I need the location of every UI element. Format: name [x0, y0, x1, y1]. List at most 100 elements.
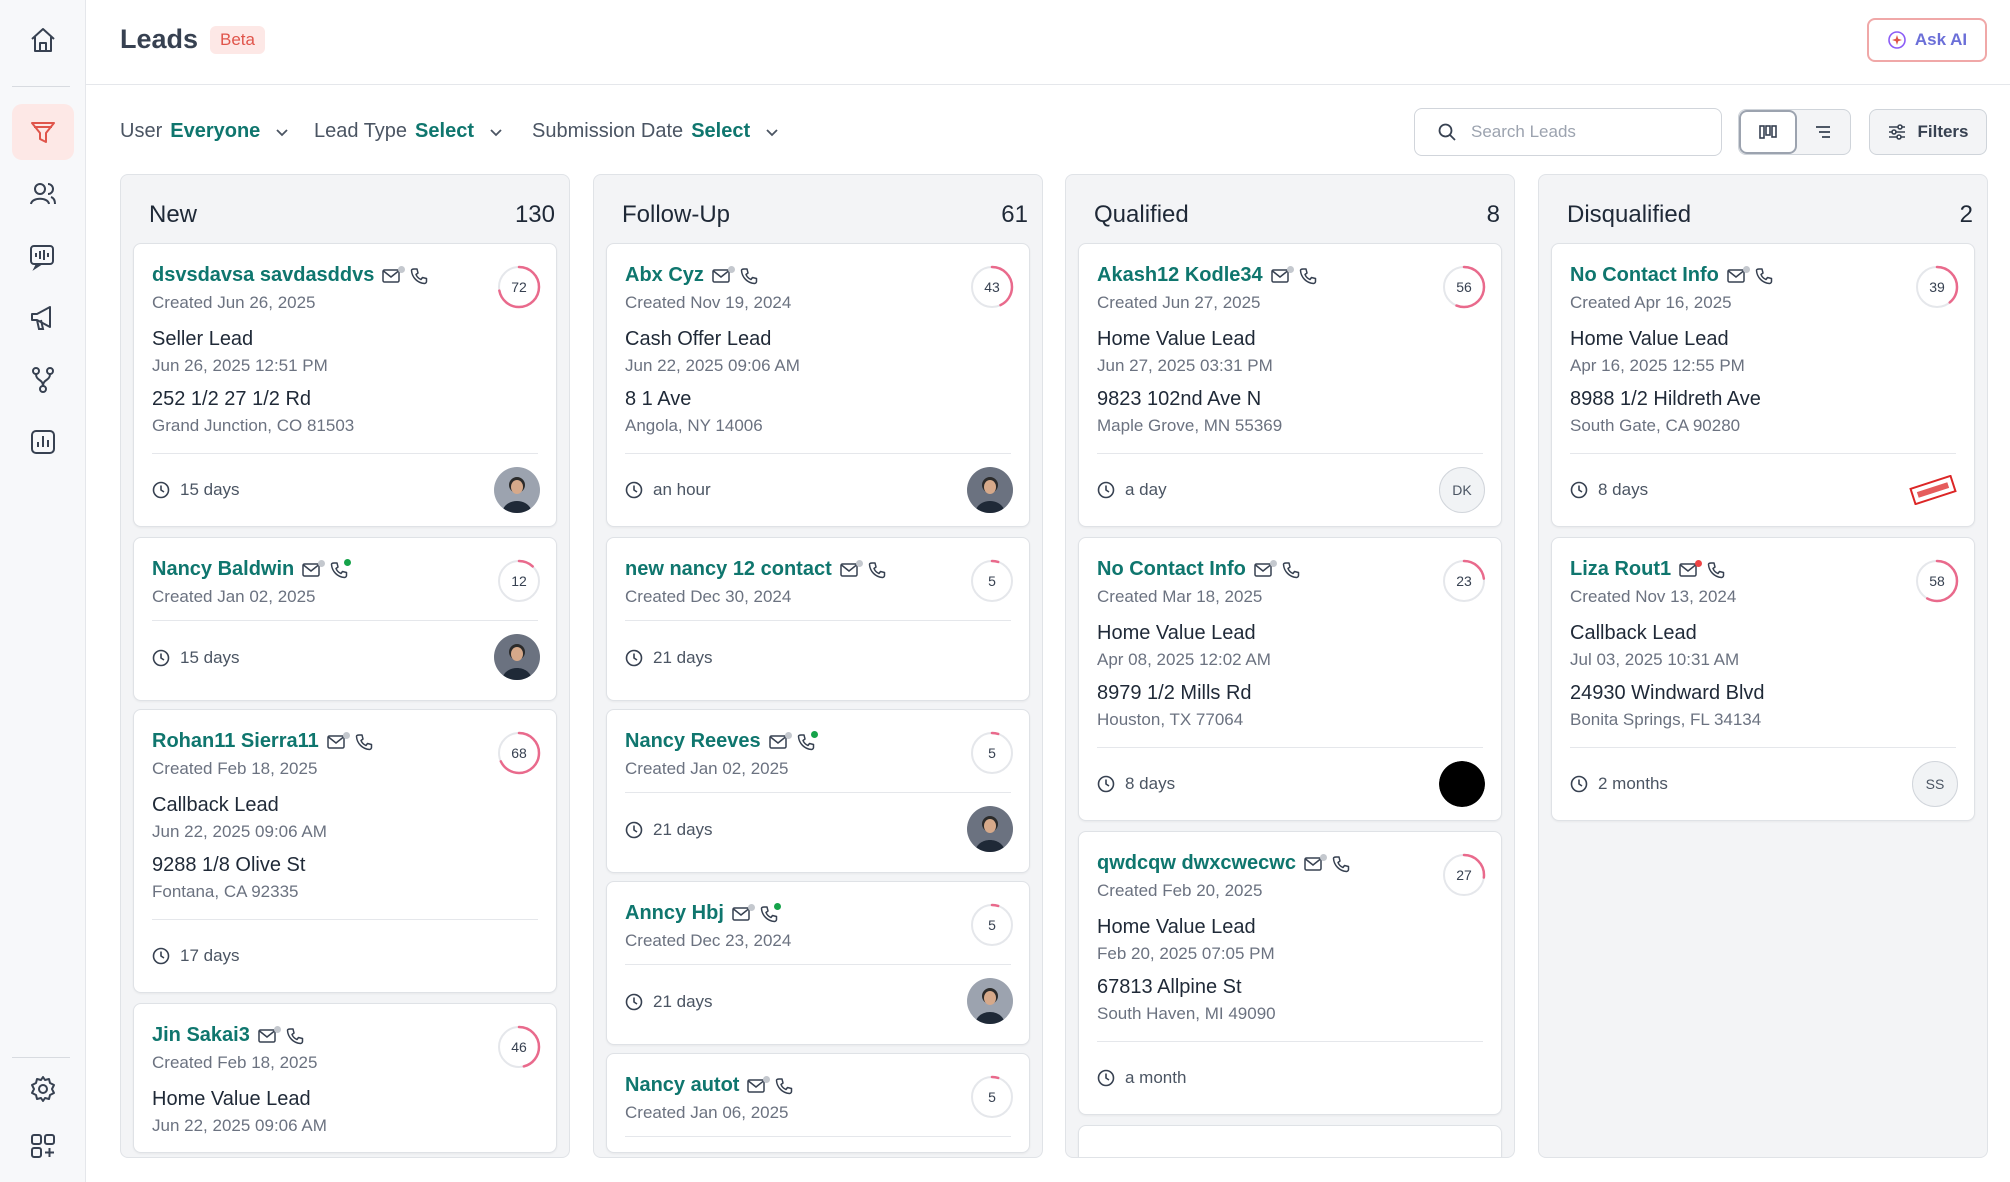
phone-icon[interactable] — [760, 902, 781, 923]
email-icon[interactable] — [1727, 265, 1750, 284]
board-view-button[interactable] — [1739, 110, 1797, 154]
email-icon[interactable] — [768, 731, 792, 750]
assignee-avatar[interactable] — [967, 467, 1013, 513]
phone-icon[interactable] — [868, 561, 886, 579]
lead-name[interactable]: Akash12 Kodle34 — [1097, 264, 1263, 286]
lead-card[interactable]: Abx Cyz Created Nov 19, 2024 43 Cash Offer … — [606, 243, 1030, 527]
email-icon[interactable] — [732, 903, 755, 922]
email-icon[interactable] — [840, 559, 863, 578]
email-icon[interactable] — [712, 265, 735, 284]
lead-card[interactable]: No Contact Info Created Apr 16, 2025 39 Hom… — [1551, 243, 1975, 527]
list-view-button[interactable] — [1797, 110, 1851, 154]
lead-card[interactable]: Jin Sakai3 Created Feb 18, 2025 46 Home Val… — [133, 1003, 557, 1153]
view-toggle — [1738, 109, 1851, 155]
phone-icon[interactable] — [1282, 561, 1300, 579]
lead-name[interactable]: No Contact Info — [1097, 558, 1246, 580]
assignee-avatar[interactable] — [967, 978, 1013, 1024]
phone-icon[interactable] — [1755, 267, 1773, 285]
lead-name[interactable]: No Contact Info — [1570, 264, 1719, 286]
lead-name[interactable]: Jin Sakai3 — [152, 1024, 250, 1046]
lead-name[interactable]: Rohan11 Sierra11 — [152, 730, 319, 752]
phone-icon[interactable] — [1332, 855, 1350, 873]
sidebar-divider — [12, 1057, 70, 1058]
lead-name[interactable]: Liza Rout1 — [1570, 558, 1672, 580]
email-icon[interactable] — [327, 731, 350, 750]
sample-stamp[interactable] — [1908, 467, 1958, 513]
assignee-avatar[interactable] — [494, 634, 540, 680]
phone-icon[interactable] — [797, 730, 818, 751]
email-icon[interactable] — [1254, 559, 1277, 578]
reports-nav-button[interactable] — [12, 414, 74, 470]
lead-address: 8 1 Ave — [625, 388, 692, 410]
lead-name[interactable]: Nancy Reeves — [625, 730, 761, 752]
user-filter[interactable]: User Everyone — [120, 120, 290, 143]
email-icon[interactable] — [1679, 559, 1703, 578]
lead-card[interactable]: Anncy Hbj Created Dec 23, 2024 5 21 days — [606, 881, 1030, 1045]
settings-nav-button[interactable] — [12, 1061, 74, 1117]
assignee-avatar[interactable] — [1439, 761, 1485, 807]
phone-icon[interactable] — [740, 267, 758, 285]
phone-icon[interactable] — [410, 267, 428, 285]
card-divider — [625, 1136, 1011, 1137]
email-icon[interactable] — [258, 1025, 281, 1044]
assignee-avatar[interactable] — [967, 806, 1013, 852]
funnel-nav-button[interactable] — [12, 104, 74, 160]
lead-card[interactable]: Nancy Reeves Created Jan 02, 2025 5 21 days — [606, 709, 1030, 873]
lead-type-filter[interactable]: Lead Type Select — [314, 120, 504, 143]
lead-submission-date: Jul 03, 2025 10:31 AM — [1570, 650, 1740, 669]
lead-card[interactable]: qwdcqw dwxcwecwc Created Feb 20, 2025 27 Ho… — [1078, 831, 1502, 1115]
lead-name[interactable]: qwdcqw dwxcwecwc — [1097, 852, 1296, 874]
lead-name[interactable]: new nancy 12 contact — [625, 558, 832, 580]
email-icon[interactable] — [382, 265, 406, 284]
phone-icon[interactable] — [330, 558, 352, 579]
lead-card[interactable]: Nancy Baldwin Created Jan 02, 2025 12 15 da… — [133, 537, 557, 701]
lead-city: Grand Junction, CO 81503 — [152, 416, 355, 435]
email-icon[interactable] — [1270, 265, 1294, 284]
lead-name[interactable]: Nancy autot — [625, 1074, 740, 1096]
lead-card[interactable]: No Contact Info Created Mar 18, 2025 23 Hom… — [1078, 537, 1502, 821]
submission-date-filter[interactable]: Submission Date Select — [532, 120, 780, 143]
lead-card[interactable]: Nancy autot Created Jan 06, 2025 5 — [606, 1053, 1030, 1153]
lead-card[interactable]: Liza Rout1 Created Nov 13, 2024 58 Callback… — [1551, 537, 1975, 821]
lead-name[interactable]: Anncy Hbj — [625, 902, 724, 924]
lead-name-row: Liza Rout1 — [1570, 558, 1725, 581]
lead-name[interactable]: Nancy Baldwin — [152, 558, 295, 580]
email-icon[interactable] — [747, 1075, 771, 1094]
assignee-avatar[interactable]: SS — [1912, 761, 1958, 807]
phone-icon[interactable] — [355, 733, 373, 751]
home-nav-button[interactable] — [12, 12, 74, 68]
lead-age: 8 days — [1097, 774, 1175, 794]
megaphone-nav-button[interactable] — [12, 290, 74, 346]
lead-card[interactable] — [1078, 1125, 1502, 1157]
search-input[interactable]: Search Leads — [1471, 122, 1576, 141]
phone-icon[interactable] — [1707, 561, 1725, 579]
search-field[interactable]: Search Leads — [1414, 108, 1722, 156]
assignee-avatar[interactable]: DK — [1439, 467, 1485, 513]
email-status-dot — [747, 903, 755, 911]
lead-name-row: qwdcqw dwxcwecwc — [1097, 852, 1350, 875]
apps-nav-button[interactable] — [12, 1118, 74, 1174]
ask-ai-button[interactable]: Ask AI — [1867, 18, 1987, 62]
lead-card[interactable]: dsvsdavsa savdasddvs Created Jun 26, 2025… — [133, 243, 557, 527]
submission-date-filter-value: Select — [691, 120, 751, 142]
phone-icon[interactable] — [1299, 267, 1317, 285]
lead-card[interactable]: Rohan11 Sierra11 Created Feb 18, 2025 68 Ca… — [133, 709, 557, 993]
assignee-avatar[interactable] — [494, 467, 540, 513]
clock-icon — [625, 993, 643, 1011]
phone-icon[interactable] — [286, 1027, 304, 1045]
email-icon[interactable] — [1304, 853, 1327, 872]
email-icon[interactable] — [302, 559, 326, 578]
lead-age-text: 8 days — [1125, 774, 1176, 793]
lead-score-value: 68 — [511, 745, 527, 761]
workflow-nav-button[interactable] — [12, 352, 74, 408]
lead-age-text: 2 months — [1598, 774, 1668, 793]
lead-card[interactable]: new nancy 12 contact Created Dec 30, 2024… — [606, 537, 1030, 701]
lead-card[interactable]: Akash12 Kodle34 Created Jun 27, 2025 56 Hom… — [1078, 243, 1502, 527]
contacts-nav-button[interactable] — [12, 166, 74, 222]
lead-name[interactable]: Abx Cyz — [625, 264, 704, 286]
filters-button[interactable]: Filters — [1869, 109, 1987, 155]
voice-ai-nav-button[interactable] — [12, 228, 74, 284]
lead-name[interactable]: dsvsdavsa savdasddvs — [152, 264, 375, 286]
phone-icon[interactable] — [775, 1077, 793, 1095]
lead-type: Callback Lead — [152, 794, 279, 816]
